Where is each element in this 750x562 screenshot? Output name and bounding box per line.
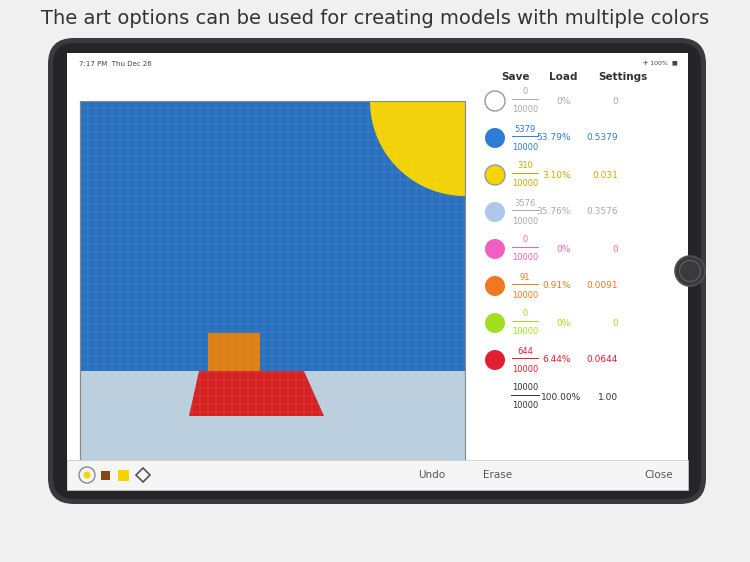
Circle shape	[485, 128, 505, 148]
Text: Save: Save	[501, 72, 530, 82]
Text: 0: 0	[612, 319, 618, 328]
Text: 3576: 3576	[514, 198, 535, 207]
Bar	[80, 101, 465, 476]
Bar	[67, 53, 688, 490]
Text: 10000: 10000	[512, 143, 538, 152]
Text: Load: Load	[549, 72, 578, 82]
Circle shape	[485, 276, 505, 296]
Text: 0: 0	[612, 244, 618, 253]
Circle shape	[83, 472, 91, 478]
Text: 5379: 5379	[514, 125, 535, 134]
Text: 0%: 0%	[556, 319, 571, 328]
Bar	[80, 371, 465, 476]
Text: 644: 644	[517, 347, 533, 356]
Text: Erase: Erase	[484, 470, 512, 480]
Text: 310: 310	[517, 161, 533, 170]
Polygon shape	[370, 101, 465, 196]
Text: 0.3576: 0.3576	[586, 207, 618, 216]
Text: Settings: Settings	[598, 72, 647, 82]
Circle shape	[485, 239, 505, 259]
Text: 0.0091: 0.0091	[586, 282, 618, 291]
Circle shape	[485, 202, 505, 222]
Text: 0: 0	[612, 97, 618, 106]
Bar	[67, 460, 688, 490]
Text: 3.10%: 3.10%	[542, 170, 571, 179]
Text: ✈ 100%  ■: ✈ 100% ■	[644, 61, 678, 66]
Text: 10000: 10000	[512, 106, 538, 115]
Text: Close: Close	[644, 470, 673, 480]
Text: 10000: 10000	[512, 328, 538, 337]
Text: 10000: 10000	[512, 179, 538, 188]
Text: The art options can be used for creating models with multiple colors: The art options can be used for creating…	[41, 10, 709, 29]
Text: 0: 0	[522, 88, 528, 97]
Text: 10000: 10000	[512, 291, 538, 300]
Text: 0: 0	[522, 310, 528, 319]
Text: 0: 0	[522, 235, 528, 244]
Text: 10000: 10000	[512, 401, 538, 410]
Text: 0.031: 0.031	[592, 170, 618, 179]
Text: 0%: 0%	[556, 97, 571, 106]
Circle shape	[485, 165, 505, 185]
Polygon shape	[189, 371, 324, 416]
Circle shape	[485, 91, 505, 111]
Bar	[101, 471, 110, 480]
Circle shape	[485, 350, 505, 370]
Text: 53.79%: 53.79%	[536, 134, 571, 143]
Text: 0.0644: 0.0644	[586, 356, 618, 365]
Text: 100.00%: 100.00%	[541, 392, 581, 401]
Text: 91: 91	[520, 273, 530, 282]
Bar	[80, 101, 465, 371]
Text: 10000: 10000	[512, 365, 538, 374]
Text: 7:17 PM  Thu Dec 26: 7:17 PM Thu Dec 26	[79, 61, 152, 67]
Text: 6.44%: 6.44%	[542, 356, 571, 365]
Text: 0.91%: 0.91%	[542, 282, 571, 291]
Text: 10000: 10000	[512, 253, 538, 262]
Bar	[118, 470, 129, 481]
Text: Undo: Undo	[418, 470, 445, 480]
FancyBboxPatch shape	[53, 43, 701, 499]
FancyBboxPatch shape	[48, 38, 706, 504]
Bar	[208, 333, 260, 371]
Text: 1.00: 1.00	[598, 392, 618, 401]
Text: 0%: 0%	[556, 244, 571, 253]
Text: 35.76%: 35.76%	[536, 207, 571, 216]
Circle shape	[675, 256, 705, 286]
Circle shape	[485, 313, 505, 333]
Text: 0.5379: 0.5379	[586, 134, 618, 143]
Text: 10000: 10000	[512, 383, 538, 392]
Text: 10000: 10000	[512, 216, 538, 225]
